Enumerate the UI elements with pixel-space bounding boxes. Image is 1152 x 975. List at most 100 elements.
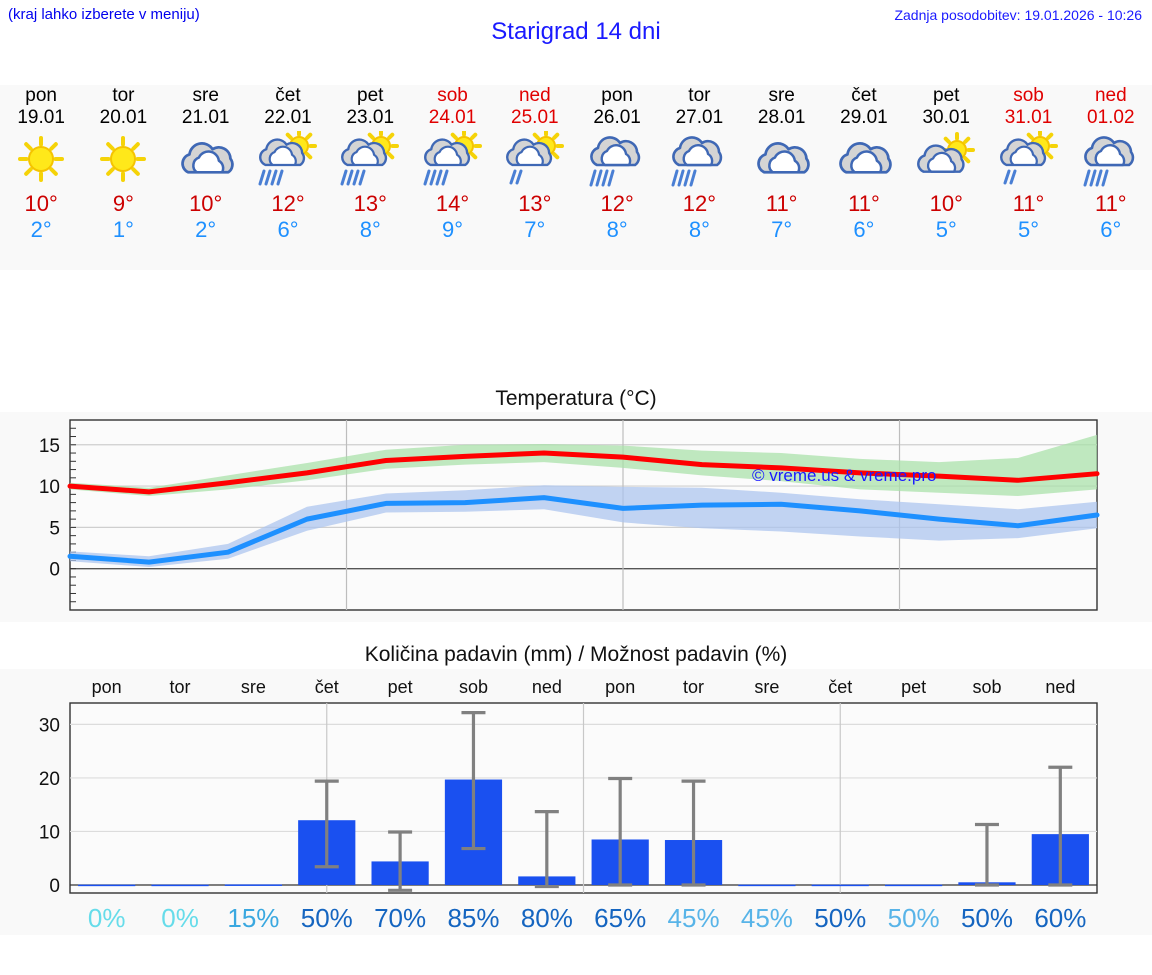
day-name: čet [851, 85, 877, 106]
sun-cloud-rain-icon [423, 128, 482, 186]
precip-day-label: sre [754, 677, 780, 697]
day-name: sre [768, 85, 795, 106]
cloudy-icon [180, 142, 234, 174]
precipitation-day-labels: pon tor sre čet pet sob ned pon tor sre čet pet sob n… [0, 673, 1152, 701]
day-name: sre [192, 85, 219, 106]
precip-bar[interactable] [224, 884, 283, 886]
cloud-rain-icon [1083, 136, 1134, 187]
day-name: pet [357, 85, 384, 106]
day-date: 31.01 [1004, 107, 1053, 128]
daily-forecast-column[interactable]: sob 24.01 14° 9° [411, 85, 493, 270]
daily-forecast-column[interactable]: sob 31.01 11° 5° [987, 85, 1069, 270]
daily-forecast-column[interactable]: čet 22.01 12° 6° [247, 85, 329, 270]
precip-day-label: pon [91, 677, 122, 697]
sunny-icon [100, 136, 147, 182]
day-date: 29.01 [840, 107, 888, 128]
daily-forecast-column[interactable]: ned 25.01 13° 7° [494, 85, 576, 270]
precip-probability-label: 15% [227, 903, 280, 933]
daily-forecast-column[interactable]: sre 28.01 11° 7° [741, 85, 823, 270]
daily-forecast-column[interactable]: tor 20.01 9° 1° [82, 85, 164, 270]
day-name: sob [1013, 85, 1044, 106]
day-date: 25.01 [511, 107, 559, 128]
day-max-temp: 10° [24, 191, 58, 216]
precip-day-label: sob [972, 677, 1002, 697]
weather-icon-wrap [499, 128, 571, 189]
daily-forecast-column[interactable]: pet 30.01 10° 5° [905, 85, 987, 270]
day-max-temp: 12° [682, 191, 717, 216]
temp-y-tick-label: 5 [49, 518, 60, 539]
temp-range-band [70, 434, 1097, 496]
day-name: čet [275, 85, 301, 106]
precip-probability-label: 85% [447, 903, 500, 933]
sun-cloud-icon [917, 132, 976, 173]
day-max-temp: 13° [518, 191, 552, 216]
precip-bar[interactable] [811, 884, 869, 887]
last-updated-text: Zadnja posodobitev: 19.01.2026 - 10:26 [894, 7, 1142, 23]
panel-top-spacer [0, 370, 1152, 388]
day-max-temp: 11° [1012, 191, 1045, 216]
menu-hint-text: (kraj lahko izberete v meniju) [8, 6, 200, 23]
day-max-temp: 11° [1094, 191, 1127, 216]
daily-forecast-column[interactable]: čet 29.01 11° 6° [823, 85, 905, 270]
day-min-temp: 5° [935, 217, 957, 242]
temperature-chart-panel: Temperatura (°C) 0 5 10 15 [0, 370, 1152, 622]
day-date: 28.01 [757, 107, 806, 128]
daily-forecast-column[interactable]: pon 19.01 10° 2° [0, 85, 82, 270]
day-name: ned [518, 85, 551, 106]
weather-icon-wrap [828, 131, 900, 189]
precip-day-label: tor [683, 677, 705, 697]
cloud-rain-icon [671, 136, 723, 187]
daily-forecast-strip: pon 19.01 10° 2° tor 20.01 9° 1° sre 21.01 10° 2° če… [0, 85, 1152, 270]
daily-forecast-column[interactable]: pon 26.01 12° 8° [576, 85, 658, 270]
temp-range-band [70, 485, 1097, 568]
weather-icon-wrap [252, 128, 324, 189]
daily-forecast-column[interactable]: pet 23.01 13° 8° [329, 85, 411, 270]
day-min-temp: 8° [359, 217, 381, 242]
day-name: pon [25, 85, 57, 106]
page-header: (kraj lahko izberete v meniju) Starigrad… [0, 0, 1152, 52]
day-name: tor [688, 85, 711, 106]
day-min-temp: 6° [853, 217, 875, 242]
weather-icon-wrap [87, 131, 159, 189]
day-max-temp: 13° [353, 191, 387, 216]
precip-probability-label: 45% [740, 903, 793, 933]
precip-bar[interactable] [884, 884, 943, 887]
day-min-temp: 2° [30, 217, 52, 242]
weather-icon-wrap [1075, 131, 1147, 189]
weather-icon-wrap [334, 128, 406, 189]
sun-cloud-rain-icon [340, 128, 400, 186]
precip-bar[interactable] [78, 884, 136, 887]
precip-day-label: pet [901, 677, 927, 697]
day-max-temp: 11° [848, 191, 880, 216]
day-max-temp: 11° [765, 191, 798, 216]
precip-probability-label: 0% [87, 903, 126, 933]
weather-icon-wrap [581, 131, 653, 189]
day-date: 21.01 [181, 107, 230, 128]
day-date: 20.01 [99, 107, 148, 128]
precip-day-label: čet [828, 677, 853, 697]
precip-probability-label: 60% [1034, 903, 1087, 933]
temperature-chart-svg: 0 5 10 15 [39, 419, 1100, 611]
precip-probability-label: 50% [300, 903, 353, 933]
temp-series-line [67, 495, 1100, 565]
precip-probability-label: 45% [667, 903, 720, 933]
watermark-text: © vreme.us & vreme.pro [752, 466, 937, 485]
day-min-temp: 9° [442, 217, 464, 242]
precip-bar[interactable] [151, 884, 209, 887]
precip-y-tick-label: 10 [39, 822, 60, 843]
daily-forecast-column[interactable]: sre 21.01 10° 2° [165, 85, 247, 270]
precip-y-tick-label: 30 [39, 715, 60, 736]
day-min-temp: 1° [112, 217, 134, 242]
day-name: tor [112, 85, 135, 106]
daily-forecast-column[interactable]: ned 01.02 11° 6° [1070, 85, 1152, 270]
daily-forecast-column[interactable]: tor 27.01 12° 8° [658, 85, 740, 270]
precip-probability-label: 50% [814, 903, 867, 933]
day-min-temp: 5° [1017, 217, 1040, 242]
day-date: 30.01 [922, 107, 970, 128]
page-title: Starigrad 14 dni [491, 18, 661, 45]
day-min-temp: 6° [1100, 217, 1122, 242]
precip-day-label: pet [387, 677, 413, 697]
temp-y-tick-label: 15 [39, 436, 60, 457]
precip-bar[interactable] [738, 884, 796, 887]
precip-day-label: sob [458, 677, 488, 697]
